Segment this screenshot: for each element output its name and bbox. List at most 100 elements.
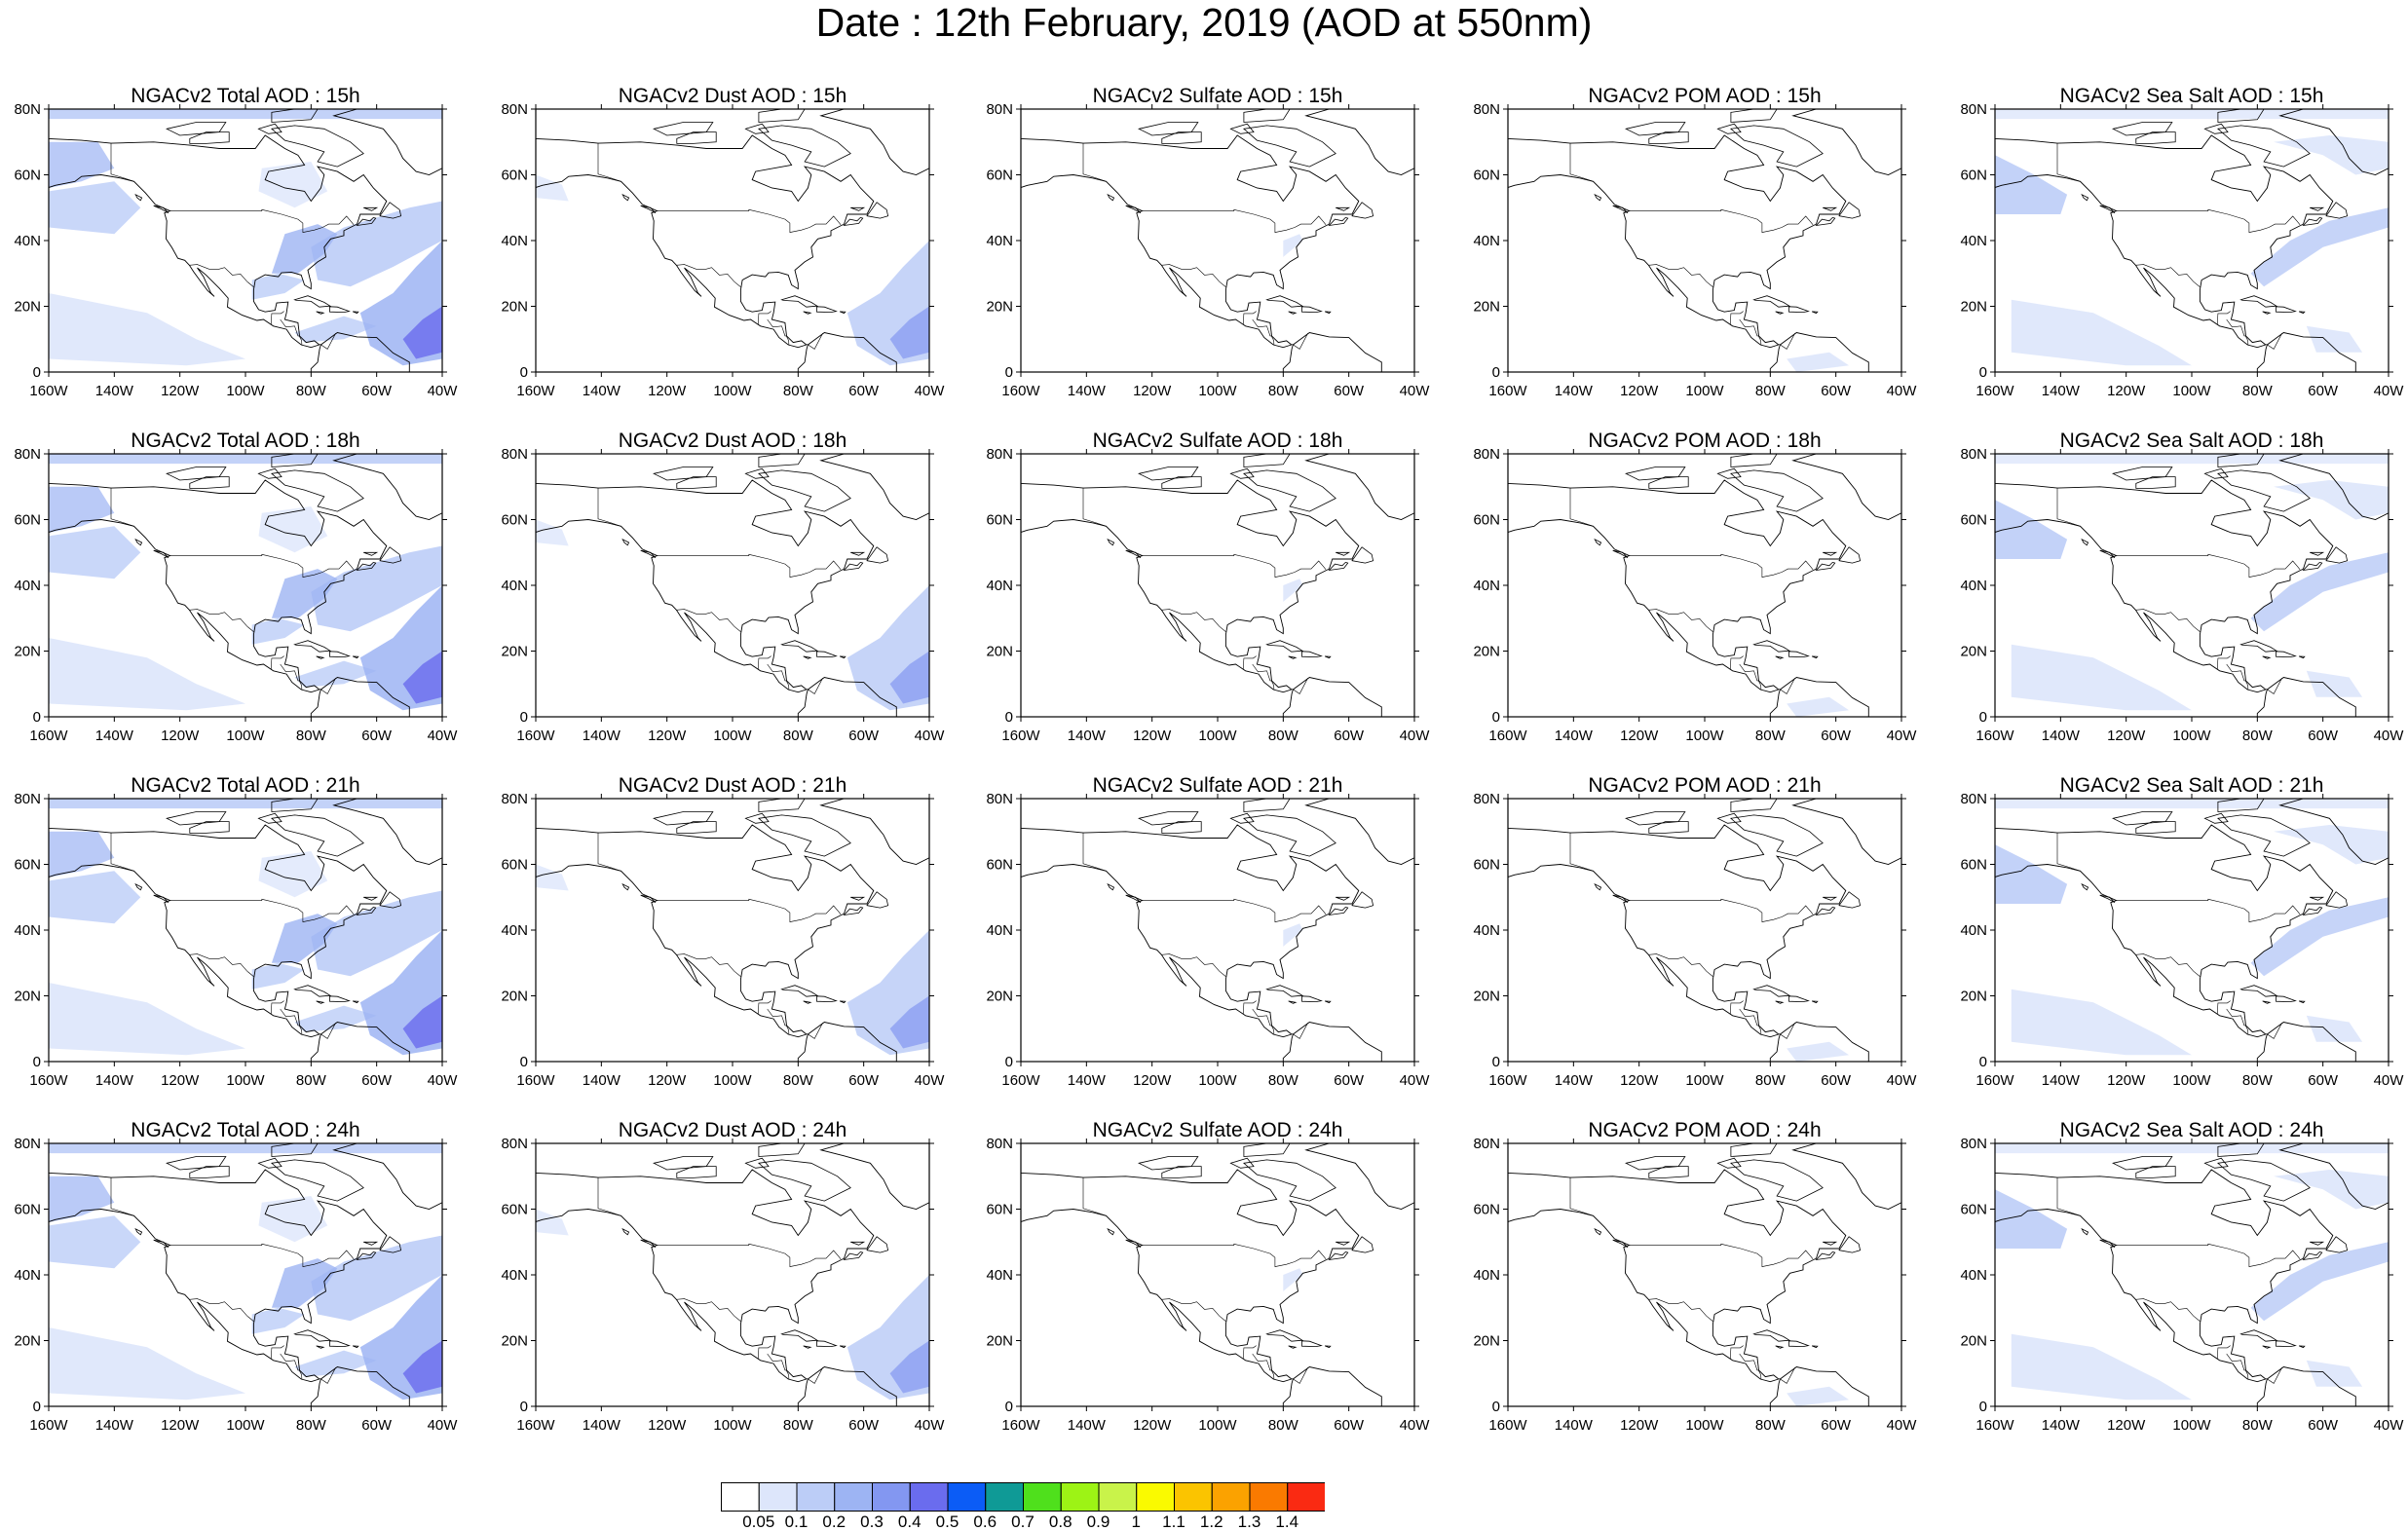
island-outline	[839, 1345, 847, 1349]
country-border	[189, 264, 254, 287]
island-outline	[329, 1340, 351, 1348]
lon-tick-label: 160W	[1975, 1417, 2014, 1434]
map-panel-total-24h: NGACv2 Total AOD : 24h 0 20N 40N 60N 80N 160W 1…	[0, 1118, 487, 1459]
coastline	[1995, 134, 2334, 349]
island-outline	[1823, 206, 1838, 211]
lon-tick-label: 40W	[428, 1072, 459, 1089]
country-border	[2116, 898, 2301, 922]
lon-tick-label: 40W	[1887, 1417, 1918, 1434]
island-outline	[1811, 311, 1819, 315]
island-outline	[352, 311, 359, 315]
country-border	[1243, 1345, 1257, 1360]
island-outline	[843, 561, 864, 572]
lon-tick-label: 40W	[1400, 1072, 1431, 1089]
map-panel-sea-salt-15h: NGACv2 Sea Salt AOD : 15h 0 20N 40N 60N 80N 16…	[1946, 84, 2408, 425]
country-border	[1252, 318, 1275, 346]
aod-shading	[2250, 1242, 2389, 1322]
colorbar-level-label: 0.05	[742, 1512, 775, 1531]
country-border	[2056, 833, 2092, 883]
island-outline	[379, 546, 402, 564]
country-border	[2135, 609, 2201, 632]
panel-title: NGACv2 Total AOD : 24h	[131, 1119, 360, 1141]
country-border	[1730, 655, 1744, 670]
aod-shading	[1787, 696, 1850, 717]
panel-title: NGACv2 Sea Salt AOD : 24h	[2059, 1119, 2324, 1141]
country-border	[1142, 1243, 1327, 1267]
country-border	[1739, 1353, 1762, 1380]
lon-tick-label: 60W	[1334, 1417, 1365, 1434]
lat-tick-label: 80N	[14, 101, 41, 118]
country-border	[1629, 208, 1814, 233]
lat-tick-label: 0	[1005, 1399, 1013, 1415]
lat-tick-label: 20N	[14, 1333, 41, 1350]
country-border	[807, 678, 823, 694]
map-plot: 0 20N 40N 60N 80N 160W 140W 120W 100W 80W 60W 40W	[14, 791, 459, 1089]
lat-tick-label: 20N	[1473, 1333, 1500, 1350]
island-outline	[676, 131, 717, 144]
island-outline	[1336, 1241, 1351, 1246]
aod-shading	[1787, 1386, 1850, 1406]
map-panel-sulfate-18h: NGACv2 Sulfate AOD : 18h 0 20N 40N 60N 80N 160…	[972, 429, 1459, 769]
coastline	[310, 677, 410, 717]
country-border	[1739, 1008, 1762, 1035]
panel-title: NGACv2 Dust AOD : 18h	[618, 429, 847, 452]
lat-tick-label: 20N	[501, 1333, 528, 1350]
lat-tick-label: 40N	[501, 922, 528, 939]
lon-tick-label: 80W	[1268, 1417, 1299, 1434]
island-outline	[1351, 891, 1374, 909]
island-outline	[1242, 814, 1336, 857]
island-outline	[1161, 1166, 1202, 1178]
lon-tick-label: 160W	[29, 728, 68, 744]
country-border	[1161, 264, 1226, 287]
panel-title: NGACv2 Sulfate AOD : 24h	[1092, 1119, 1343, 1141]
country-border	[189, 953, 254, 977]
lon-tick-label: 160W	[29, 1072, 68, 1089]
lon-tick-label: 160W	[1488, 1072, 1527, 1089]
panel-title: NGACv2 Total AOD : 21h	[131, 774, 360, 797]
lon-tick-label: 60W	[1334, 728, 1365, 744]
lon-tick-label: 60W	[361, 1072, 393, 1089]
lat-tick-label: 40N	[1960, 1267, 1987, 1284]
lat-tick-label: 60N	[1960, 512, 1987, 529]
lat-tick-label: 20N	[501, 644, 528, 660]
lon-tick-label: 120W	[161, 728, 200, 744]
country-border	[1739, 318, 1762, 346]
lat-tick-label: 80N	[1960, 446, 1987, 463]
country-border	[1161, 953, 1226, 977]
coastline	[1304, 109, 1414, 175]
island-outline	[1729, 814, 1824, 857]
island-outline	[1107, 882, 1115, 891]
figure-title: Date : 12th February, 2019 (AOD at 550nm…	[815, 0, 1593, 45]
island-outline	[2217, 799, 2265, 812]
coastline	[536, 479, 875, 693]
country-border	[271, 1000, 284, 1015]
lon-tick-label: 140W	[2042, 1072, 2081, 1089]
island-outline	[2099, 894, 2116, 904]
island-outline	[1811, 1345, 1819, 1349]
aod-shading	[889, 306, 929, 359]
lat-tick-label: 60N	[986, 1202, 1013, 1218]
lat-tick-label: 20N	[501, 299, 528, 316]
coastline	[1282, 1022, 1382, 1062]
aod-shading	[1995, 109, 2389, 120]
coastline	[1791, 799, 1901, 865]
lon-tick-label: 160W	[1001, 1417, 1040, 1434]
island-outline	[1301, 306, 1323, 314]
map-plot: 0 20N 40N 60N 80N 160W 140W 120W 100W 80W 60W 40W	[1473, 101, 1917, 399]
island-outline	[2216, 469, 2311, 512]
lon-tick-label: 100W	[2172, 383, 2211, 399]
lon-tick-label: 160W	[1975, 383, 2014, 399]
country-border	[2226, 1353, 2249, 1380]
island-outline	[2081, 1227, 2089, 1236]
island-outline	[1242, 1159, 1336, 1202]
lat-tick-label: 60N	[501, 168, 528, 184]
island-outline	[1265, 640, 1304, 653]
island-outline	[134, 193, 143, 202]
island-outline	[1788, 995, 1810, 1003]
lat-tick-label: 20N	[1960, 989, 1987, 1005]
lon-tick-label: 60W	[2308, 383, 2339, 399]
island-outline	[1716, 812, 1742, 824]
lon-tick-label: 140W	[95, 383, 134, 399]
lat-tick-label: 20N	[1960, 299, 1987, 316]
aod-shading	[49, 486, 115, 533]
